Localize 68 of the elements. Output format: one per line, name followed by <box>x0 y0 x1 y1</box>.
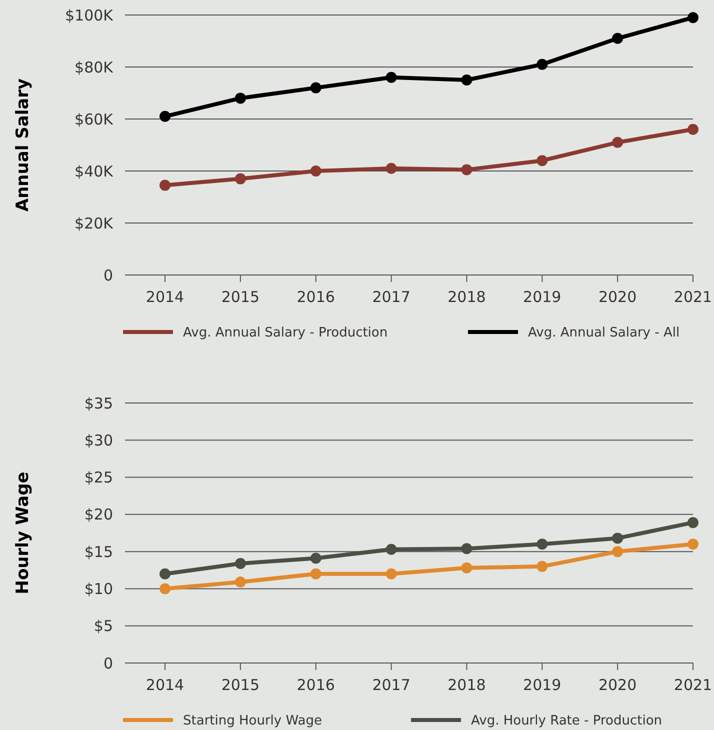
point <box>386 568 397 580</box>
x-tick-label: 2016 <box>296 676 335 694</box>
y-tick-label: $20K <box>74 214 114 232</box>
x-tick-label: 2018 <box>448 288 486 306</box>
point <box>536 58 548 70</box>
y-tick-label: $25 <box>84 468 113 487</box>
x-tick-label: 2021 <box>674 676 712 694</box>
point <box>612 546 624 558</box>
point <box>536 538 548 550</box>
point <box>160 180 170 191</box>
point <box>461 74 472 86</box>
point <box>386 162 397 174</box>
y-tick-label: $40K <box>74 162 114 180</box>
point <box>160 110 170 122</box>
point <box>536 560 548 572</box>
point <box>461 543 472 554</box>
y-tick-label: $20 <box>84 506 113 524</box>
point <box>688 517 698 528</box>
x-tick-label: 2017 <box>372 676 410 694</box>
x-tick-label: 2018 <box>448 676 486 694</box>
point <box>160 568 170 580</box>
legend-label: Avg. Annual Salary - Production <box>183 326 388 341</box>
point <box>612 32 624 44</box>
legend-label: Avg. Hourly Rate - Production <box>471 714 662 729</box>
x-tick-label: 2014 <box>146 288 184 306</box>
x-tick-label: 2015 <box>221 288 260 306</box>
point <box>688 538 698 550</box>
y-tick-label: $15 <box>84 542 113 561</box>
x-tick-label: 2021 <box>674 288 712 306</box>
point <box>688 12 698 24</box>
point <box>310 82 322 94</box>
point <box>310 568 322 580</box>
point <box>234 576 246 588</box>
x-tick-label: 2019 <box>523 676 562 694</box>
y-tick-label: $80K <box>74 58 114 76</box>
x-tick-label: 2014 <box>146 676 184 694</box>
y-tick-label: $100K <box>64 6 114 24</box>
point <box>234 173 246 184</box>
point <box>310 552 322 564</box>
x-tick-label: 2015 <box>221 676 260 694</box>
y-tick-label: $60K <box>74 110 114 128</box>
point <box>160 583 170 594</box>
y-tick-label: 0 <box>103 654 113 672</box>
x-tick-label: 2017 <box>372 288 410 306</box>
x-tick-label: 2019 <box>523 288 562 306</box>
point <box>234 92 246 104</box>
legend-label: Starting Hourly Wage <box>183 714 322 729</box>
y-tick-label: $10 <box>84 580 113 598</box>
point <box>536 155 548 166</box>
point <box>612 532 624 544</box>
y-axis-title: Hourly Wage <box>13 472 33 594</box>
y-tick-label: $5 <box>94 617 113 636</box>
point <box>461 562 472 574</box>
point <box>386 72 397 83</box>
point <box>461 164 472 176</box>
x-tick-label: 2020 <box>598 676 637 694</box>
point <box>234 558 246 569</box>
x-tick-label: 2020 <box>598 288 637 306</box>
point <box>386 544 397 555</box>
x-tick-label: 2016 <box>296 288 335 306</box>
y-tick-label: $35 <box>84 394 113 412</box>
y-axis-title: Annual Salary <box>13 78 33 212</box>
y-tick-label: $30 <box>84 431 113 450</box>
legend-label: Avg. Annual Salary - All <box>528 326 680 341</box>
point <box>612 136 624 148</box>
y-tick-label: 0 <box>103 266 113 284</box>
point <box>688 124 698 135</box>
point <box>310 166 322 176</box>
